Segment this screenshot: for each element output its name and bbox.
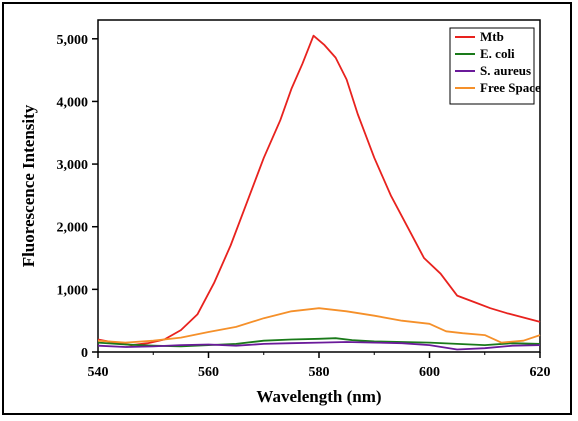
y-tick-label: 5,000 <box>57 33 89 48</box>
y-tick-label: 2,000 <box>57 221 89 236</box>
y-tick-label: 0 <box>81 346 88 361</box>
x-axis-title: Wavelength (nm) <box>256 387 381 406</box>
y-tick-label: 1,000 <box>57 283 89 298</box>
legend-label: E. coli <box>480 46 515 61</box>
x-tick-label: 600 <box>419 365 440 380</box>
series-line-s-aureus <box>97 341 541 351</box>
legend: Mtb E. coli S. aureus Free Space <box>449 27 541 105</box>
y-axis-title: Fluorescence Intensity <box>19 104 38 267</box>
x-tick-label: 540 <box>88 365 109 380</box>
legend-label: Mtb <box>480 29 504 44</box>
series-layer <box>97 34 541 351</box>
series-line-free-space <box>97 307 541 344</box>
legend-label: S. aureus <box>480 63 531 78</box>
x-tick-label: 620 <box>530 365 551 380</box>
series-line-mtb <box>97 34 541 346</box>
legend-box <box>449 27 535 105</box>
series-line-e-coli <box>97 337 541 348</box>
x-tick-label: 560 <box>198 365 219 380</box>
y-tick-label: 3,000 <box>57 158 89 173</box>
legend-label: Free Space <box>480 80 541 95</box>
axes: 540 560 580 600 620 0 1,000 2,000 3,000 4,000 5,00… <box>57 19 551 380</box>
x-tick-label: 580 <box>309 365 330 380</box>
y-tick-label: 4,000 <box>57 95 89 110</box>
